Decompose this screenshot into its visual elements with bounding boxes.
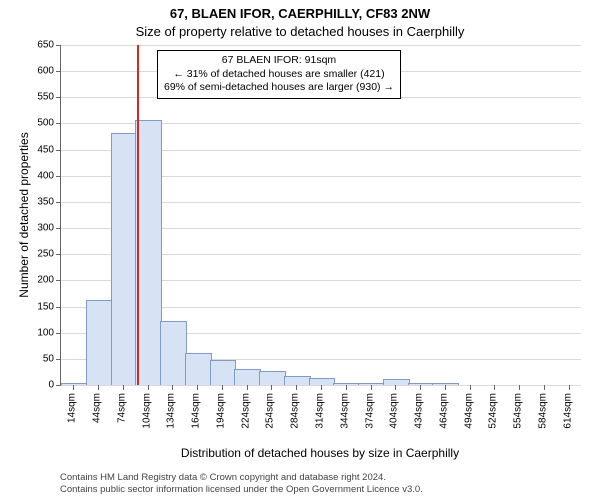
histogram-bar	[160, 321, 187, 385]
histogram-bar	[135, 120, 162, 385]
ytick-label: 50	[12, 353, 54, 364]
xtick-label: 584sqm	[537, 393, 548, 429]
xtick-mark	[148, 385, 149, 390]
xtick-mark	[247, 385, 248, 390]
xtick-mark	[172, 385, 173, 390]
ytick-mark	[56, 333, 61, 334]
xtick-mark	[271, 385, 272, 390]
ytick-label: 100	[12, 327, 54, 338]
annotation-line: 67 BLAEN IFOR: 91sqm	[164, 54, 394, 68]
histogram-bar	[111, 133, 138, 385]
ytick-mark	[56, 176, 61, 177]
xtick-label: 134sqm	[166, 393, 177, 429]
xtick-mark	[222, 385, 223, 390]
ytick-label: 150	[12, 301, 54, 312]
xtick-label: 524sqm	[488, 393, 499, 429]
xtick-mark	[420, 385, 421, 390]
ytick-mark	[56, 45, 61, 46]
xtick-mark	[371, 385, 372, 390]
xtick-mark	[544, 385, 545, 390]
chart-container: 67, BLAEN IFOR, CAERPHILLY, CF83 2NW Siz…	[0, 0, 600, 500]
xtick-mark	[197, 385, 198, 390]
ytick-mark	[56, 71, 61, 72]
annotation-box: 67 BLAEN IFOR: 91sqm← 31% of detached ho…	[157, 50, 401, 99]
histogram-bar	[309, 378, 336, 385]
ytick-mark	[56, 123, 61, 124]
ytick-label: 600	[12, 66, 54, 77]
chart-title-main: 67, BLAEN IFOR, CAERPHILLY, CF83 2NW	[0, 6, 600, 21]
xtick-label: 224sqm	[240, 393, 251, 429]
ytick-label: 0	[12, 380, 54, 391]
xtick-label: 614sqm	[562, 393, 573, 429]
histogram-bar	[86, 300, 113, 385]
xtick-label: 494sqm	[463, 393, 474, 429]
gridline	[61, 45, 581, 46]
chart-footer: Contains HM Land Registry data © Crown c…	[60, 472, 580, 496]
xtick-label: 374sqm	[364, 393, 375, 429]
xtick-label: 164sqm	[191, 393, 202, 429]
plot-area: 67 BLAEN IFOR: 91sqm← 31% of detached ho…	[60, 45, 581, 386]
xtick-mark	[346, 385, 347, 390]
xtick-label: 314sqm	[315, 393, 326, 429]
ytick-mark	[56, 254, 61, 255]
annotation-line: 69% of semi-detached houses are larger (…	[164, 81, 394, 95]
ytick-label: 650	[12, 40, 54, 51]
xtick-mark	[445, 385, 446, 390]
histogram-bar	[185, 353, 212, 385]
xtick-mark	[123, 385, 124, 390]
xtick-mark	[569, 385, 570, 390]
xtick-mark	[296, 385, 297, 390]
ytick-label: 200	[12, 275, 54, 286]
xtick-mark	[395, 385, 396, 390]
xtick-label: 74sqm	[116, 393, 127, 423]
ytick-mark	[56, 359, 61, 360]
histogram-bar	[333, 383, 360, 385]
ytick-mark	[56, 385, 61, 386]
ytick-label: 500	[12, 118, 54, 129]
ytick-mark	[56, 228, 61, 229]
xtick-label: 464sqm	[438, 393, 449, 429]
ytick-label: 300	[12, 223, 54, 234]
annotation-line: ← 31% of detached houses are smaller (42…	[164, 68, 394, 82]
y-axis-label: Number of detached properties	[17, 132, 31, 297]
xtick-label: 344sqm	[339, 393, 350, 429]
ytick-label: 450	[12, 144, 54, 155]
footer-line-2: Contains public sector information licen…	[60, 484, 580, 496]
xtick-label: 14sqm	[67, 393, 78, 423]
ytick-mark	[56, 307, 61, 308]
xtick-label: 404sqm	[389, 393, 400, 429]
xtick-label: 554sqm	[513, 393, 524, 429]
ytick-label: 550	[12, 92, 54, 103]
xtick-label: 254sqm	[265, 393, 276, 429]
histogram-bar	[358, 383, 385, 385]
xtick-label: 194sqm	[215, 393, 226, 429]
xtick-mark	[321, 385, 322, 390]
xtick-mark	[73, 385, 74, 390]
ytick-label: 400	[12, 170, 54, 181]
ytick-mark	[56, 280, 61, 281]
x-axis-label: Distribution of detached houses by size …	[60, 446, 580, 460]
ytick-label: 350	[12, 196, 54, 207]
xtick-mark	[519, 385, 520, 390]
chart-title-sub: Size of property relative to detached ho…	[0, 24, 600, 39]
xtick-label: 104sqm	[141, 393, 152, 429]
footer-line-1: Contains HM Land Registry data © Crown c…	[60, 472, 580, 484]
ytick-label: 250	[12, 249, 54, 260]
xtick-mark	[494, 385, 495, 390]
histogram-bar	[61, 383, 88, 385]
xtick-label: 284sqm	[290, 393, 301, 429]
ytick-mark	[56, 97, 61, 98]
histogram-bar	[432, 383, 459, 385]
ytick-mark	[56, 202, 61, 203]
xtick-mark	[98, 385, 99, 390]
histogram-bar	[234, 369, 261, 385]
histogram-bar	[259, 371, 286, 385]
xtick-label: 44sqm	[92, 393, 103, 423]
ytick-mark	[56, 150, 61, 151]
xtick-mark	[470, 385, 471, 390]
histogram-bar	[210, 360, 237, 385]
marker-line	[137, 45, 139, 385]
xtick-label: 434sqm	[414, 393, 425, 429]
histogram-bar	[284, 376, 311, 385]
